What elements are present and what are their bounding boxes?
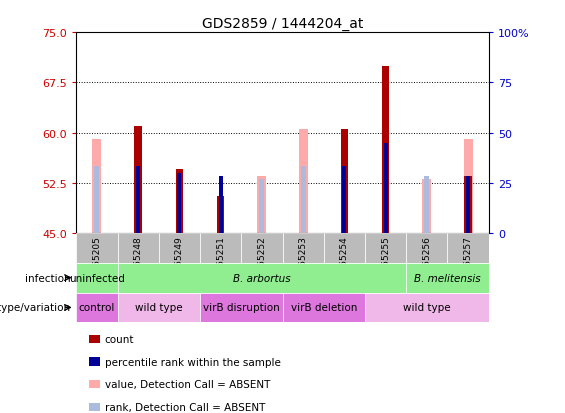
Bar [89,380,101,388]
Text: control: control [79,303,115,313]
Text: count: count [105,334,134,344]
Bar [406,263,489,293]
Bar [463,140,473,233]
Bar [134,126,142,233]
Text: GSM155253: GSM155253 [299,236,307,290]
Bar [466,177,471,233]
Bar [177,173,181,233]
Bar [282,233,324,263]
Bar [89,403,101,411]
Bar [301,166,306,233]
Text: percentile rank within the sample: percentile rank within the sample [105,357,280,367]
Text: GSM155256: GSM155256 [423,236,431,290]
Text: GSM155205: GSM155205 [93,236,101,290]
Bar [324,233,365,263]
Bar [282,293,365,323]
Bar [406,233,447,263]
Text: infection: infection [25,273,71,283]
Bar [118,293,200,323]
Bar [76,293,118,323]
Bar [200,293,282,323]
Bar [76,233,118,263]
Bar [136,166,140,233]
Bar [298,130,308,233]
Bar [217,197,224,233]
Bar [424,177,429,233]
Text: B. arbortus: B. arbortus [233,273,290,283]
Bar [365,233,406,263]
Text: B. melitensis: B. melitensis [414,273,481,283]
Bar [382,66,389,233]
Bar [89,335,101,343]
Text: virB deletion: virB deletion [290,303,357,313]
Text: value, Detection Call = ABSENT: value, Detection Call = ABSENT [105,380,270,389]
Bar [159,233,200,263]
Text: GSM155252: GSM155252 [258,236,266,290]
Text: GSM155248: GSM155248 [134,236,142,290]
Text: wild type: wild type [403,303,451,313]
Bar [257,177,267,233]
Bar [422,180,432,233]
Bar [118,233,159,263]
Bar [259,180,264,233]
Text: genotype/variation: genotype/variation [0,303,71,313]
Bar [464,177,472,233]
Text: GSM155257: GSM155257 [464,236,472,290]
Bar [176,170,183,233]
Bar [76,263,118,293]
Bar [241,233,282,263]
Bar [447,233,489,263]
Bar [365,293,489,323]
Title: GDS2859 / 1444204_at: GDS2859 / 1444204_at [202,17,363,31]
Text: wild type: wild type [135,303,182,313]
Bar [118,263,406,293]
Bar [341,130,348,233]
Bar [342,166,346,233]
Bar [92,140,102,233]
Bar [384,143,388,233]
Bar [219,177,223,233]
Text: GSM155251: GSM155251 [216,236,225,290]
Text: rank, Detection Call = ABSENT: rank, Detection Call = ABSENT [105,402,265,412]
Text: GSM155249: GSM155249 [175,236,184,290]
Text: uninfected: uninfected [69,273,125,283]
Bar [466,177,470,233]
Bar [94,166,99,233]
Bar [200,233,241,263]
Text: GSM155254: GSM155254 [340,236,349,290]
Text: virB disruption: virB disruption [203,303,280,313]
Text: GSM155255: GSM155255 [381,236,390,290]
Bar [89,358,101,366]
